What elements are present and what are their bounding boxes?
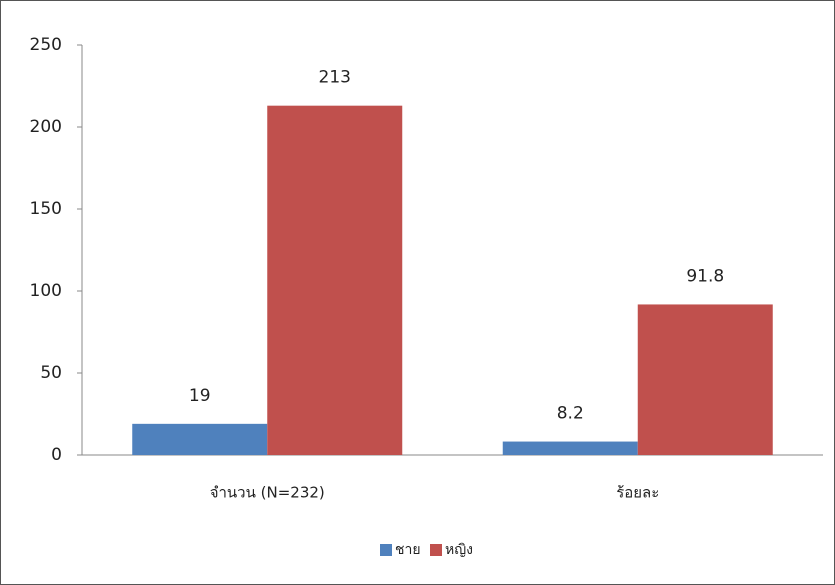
data-label: 91.8 [686,266,724,286]
data-label: 19 [189,386,211,406]
legend-swatch [380,544,392,556]
legend-label: ชาย [395,542,421,558]
data-label: 213 [319,68,351,88]
y-tick-label: 0 [51,445,62,465]
bar [502,441,638,455]
bar [132,423,268,455]
y-tick-label: 250 [30,35,62,55]
y-tick-label: 200 [30,117,62,137]
x-tick-label: จำนวน (N=232) [210,484,325,502]
y-tick-label: 150 [30,199,62,219]
x-tick-label: ร้อยละ [616,484,659,502]
bar [637,304,773,455]
legend-swatch [430,544,442,556]
legend-label: หญิง [445,542,473,558]
y-tick-label: 50 [40,363,62,383]
data-label: 8.2 [557,404,584,424]
bar [267,105,403,456]
y-tick-label: 100 [30,281,62,301]
